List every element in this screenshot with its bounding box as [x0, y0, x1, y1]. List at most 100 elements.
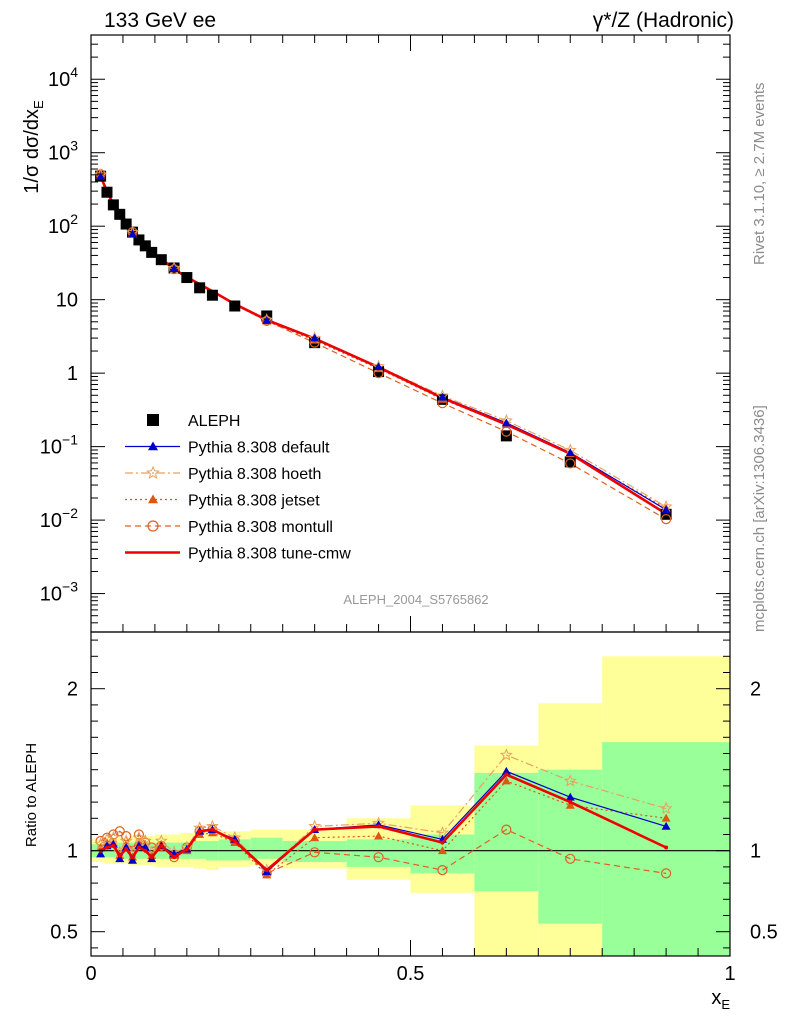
aleph-data-point	[107, 199, 119, 211]
ratio-y-tick-label-left: 2	[67, 679, 78, 701]
ratio-point-pythia-8-308-jetset	[501, 776, 511, 785]
y-tick-label: 10−1	[40, 432, 78, 459]
ratio-point-pythia-8-308-default	[115, 854, 125, 863]
ratio-point-pythia-8-308-hoeth	[132, 830, 146, 844]
ratio-point-pythia-8-308-tune-cmw	[210, 827, 215, 832]
ratio-point-pythia-8-308-hoeth	[499, 748, 513, 761]
ratio-point-pythia-8-308-default	[565, 792, 575, 801]
ratio-point-pythia-8-308-jetset	[437, 846, 447, 855]
ratio-point-pythia-8-308-default	[128, 855, 138, 864]
ratio-point-pythia-8-308-default	[501, 766, 511, 775]
series-point-pythia-8-308-default	[661, 505, 671, 514]
ratio-point-pythia-8-308-tune-cmw	[143, 848, 148, 853]
ratio-point-pythia-8-308-montull	[501, 824, 512, 835]
ratio-point-pythia-8-308-tune-cmw	[197, 829, 202, 834]
legend-marker-pythia-8-308-hoeth	[146, 465, 160, 479]
series-line-pythia-8-308-tune-cmw	[99, 175, 667, 515]
ratio-y-tick-label-right: 2	[750, 679, 761, 701]
legend-label: Pythia 8.308 tune-cmw	[188, 546, 351, 563]
ratio-point-pythia-8-308-tune-cmw	[504, 772, 509, 777]
main-plot-series	[94, 167, 673, 525]
analysis-watermark: ALEPH_2004_S5765862	[343, 592, 488, 607]
legend-label: ALEPH	[188, 413, 240, 430]
uncertainty-band-inner	[250, 837, 283, 859]
aleph-data-point	[139, 240, 151, 252]
ratio-point-pythia-8-308-jetset	[310, 833, 320, 842]
y-tick-label: 1	[67, 363, 78, 385]
ratio-point-pythia-8-308-jetset	[661, 813, 671, 822]
series-line-pythia-8-308-hoeth	[100, 174, 667, 508]
main-plot-frame	[90, 34, 731, 633]
ratio-line-pythia-8-308-hoeth	[100, 754, 667, 871]
legend-label: Pythia 8.308 jetset	[188, 493, 320, 510]
series-line-pythia-8-308-jetset	[100, 175, 667, 509]
aleph-data-point	[229, 300, 241, 312]
ratio-point-pythia-8-308-montull	[114, 826, 125, 837]
legend-label: Pythia 8.308 hoeth	[188, 466, 321, 483]
ratio-point-pythia-8-308-tune-cmw	[124, 847, 129, 852]
ratio-point-pythia-8-308-default	[121, 842, 131, 851]
ratio-uncertainty-bands	[91, 656, 730, 956]
ratio-point-pythia-8-308-tune-cmw	[130, 855, 135, 860]
y-tick-label: 103	[48, 138, 78, 165]
ratio-point-pythia-8-308-jetset	[374, 831, 384, 840]
legend-label: Pythia 8.308 montull	[188, 519, 333, 536]
series-point-pythia-8-308-default	[262, 316, 272, 324]
y-tick-label: 102	[48, 211, 78, 238]
aleph-data-point	[133, 234, 145, 246]
aleph-data-point	[101, 186, 113, 198]
uncertainty-band-inner	[282, 840, 347, 863]
ratio-y-tick-label-right: 0.5	[750, 922, 778, 944]
uncertainty-band-inner	[218, 839, 251, 861]
legend-marker-aleph	[147, 414, 159, 426]
series-point-pythia-8-308-montull	[660, 514, 672, 525]
ratio-y-tick-label-left: 0.5	[50, 922, 78, 944]
legend-label: Pythia 8.308 default	[188, 440, 330, 457]
aleph-data-point	[146, 246, 158, 258]
y-tick-label: 10−2	[40, 505, 78, 532]
ratio-point-pythia-8-308-montull	[373, 852, 384, 863]
aleph-data-point	[155, 254, 167, 266]
ratio-point-pythia-8-308-montull	[660, 868, 672, 879]
series-point-pythia-8-308-default	[437, 392, 447, 401]
axis-tick-labels: 10−3 10−2 10−1 1 10 102 103 104 0.5 0.5 1 1 2 2 0 0.5 1	[40, 64, 778, 985]
aleph-data-point	[564, 456, 576, 468]
ratio-point-pythia-8-308-default	[661, 821, 671, 830]
series-point-pythia-8-308-default	[565, 448, 575, 456]
ratio-point-pythia-8-308-tune-cmw	[376, 824, 381, 829]
aleph-data-point	[194, 282, 206, 294]
ratio-y-tick-label-left: 1	[67, 841, 78, 863]
mcplots-label: mcplots.cern.ch [arXiv:1306.3436]	[751, 405, 768, 632]
ratio-line-pythia-8-308-tune-cmw	[100, 773, 667, 872]
ratio-point-pythia-8-308-tune-cmw	[104, 845, 109, 850]
series-point-pythia-8-308-default	[96, 171, 106, 180]
series-point-pythia-8-308-default	[169, 264, 179, 272]
ratio-point-pythia-8-308-hoeth	[659, 801, 673, 815]
x-axis-label: xE	[711, 987, 730, 1012]
ratio-point-pythia-8-308-tune-cmw	[568, 800, 573, 805]
ratio-point-pythia-8-308-montull	[565, 853, 576, 864]
ratio-point-pythia-8-308-tune-cmw	[440, 840, 445, 845]
ratio-point-pythia-8-308-tune-cmw	[312, 827, 317, 832]
series-point-pythia-8-308-default	[128, 229, 138, 238]
ratio-point-pythia-8-308-tune-cmw	[184, 847, 189, 852]
ratio-point-pythia-8-308-montull	[309, 847, 320, 858]
header-left: 133 GeV ee	[104, 9, 216, 32]
series-point-pythia-8-308-default	[374, 362, 384, 371]
series-point-pythia-8-308-default	[501, 418, 511, 427]
x-tick-label: 1	[724, 963, 735, 985]
x-tick-label: 0.5	[397, 963, 425, 985]
ratio-line-pythia-8-308-montull	[100, 828, 667, 875]
uncertainty-band-inner	[474, 772, 539, 892]
y-tick-label: 10−3	[40, 579, 78, 606]
aleph-data-point	[206, 289, 218, 301]
y-tick-label: 10	[56, 290, 78, 312]
ratio-point-pythia-8-308-tune-cmw	[172, 855, 177, 860]
ratio-point-pythia-8-308-tune-cmw	[149, 855, 154, 860]
axis-ticks	[90, 34, 731, 956]
y-tick-label: 104	[48, 64, 78, 91]
series-point-pythia-8-308-montull	[565, 458, 576, 469]
ratio-point-pythia-8-308-jetset	[565, 800, 575, 809]
aleph-data-point	[181, 272, 193, 284]
